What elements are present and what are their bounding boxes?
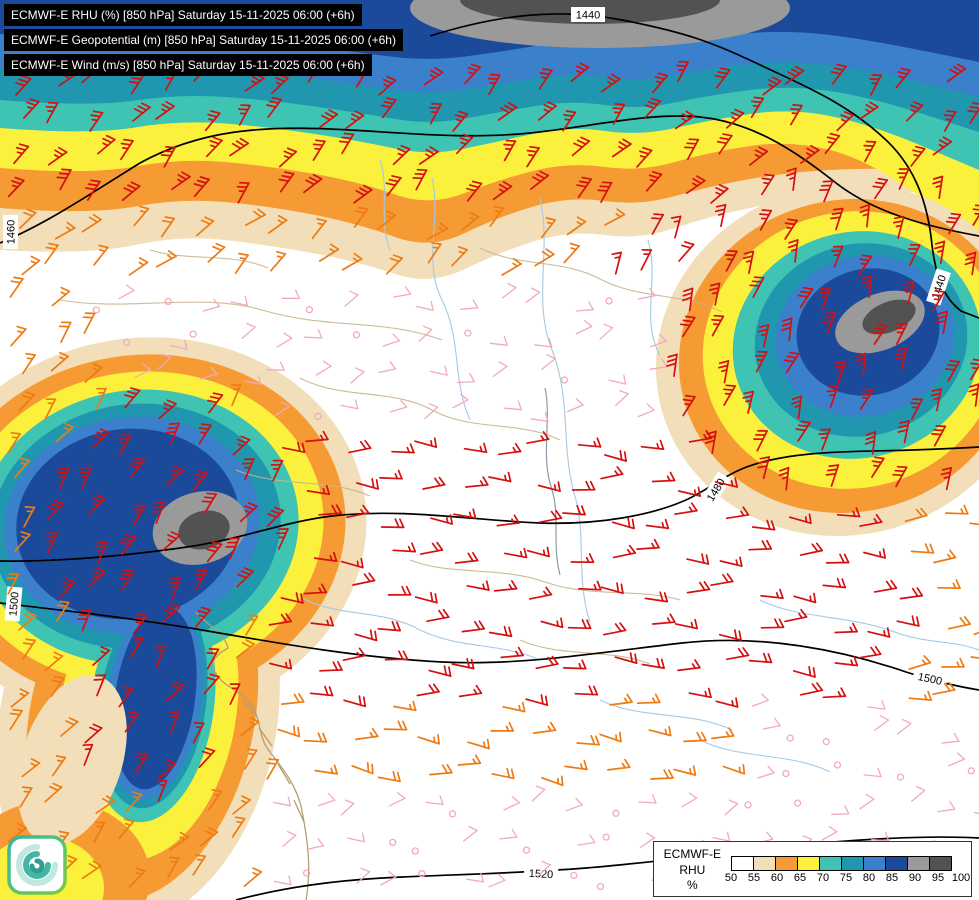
legend-color-box xyxy=(797,856,820,872)
legend-unit: % xyxy=(687,878,698,893)
title-wind: ECMWF-E Wind (m/s) [850 hPa] Saturday 15… xyxy=(4,54,372,76)
legend-color-box xyxy=(731,856,754,872)
legend-tick-label: 55 xyxy=(747,872,761,885)
title-geopotential: ECMWF-E Geopotential (m) [850 hPa] Satur… xyxy=(4,29,403,51)
geography-lines xyxy=(59,159,979,900)
svg-text:1440: 1440 xyxy=(576,10,600,22)
legend-color-box xyxy=(907,856,930,872)
legend-tick-label: 100 xyxy=(951,872,971,885)
contour-label: 1500 xyxy=(911,667,949,690)
legend-scale: 50 55 60 65 70 75 80 85 90 95 100 xyxy=(725,856,970,885)
legend-variable: RHU xyxy=(679,862,706,877)
legend-color-box xyxy=(929,856,952,872)
legend-tick-label: 70 xyxy=(816,872,830,885)
svg-text:1460: 1460 xyxy=(6,220,18,244)
contour-label: 1440 xyxy=(571,7,605,22)
legend-tick-label: 85 xyxy=(885,872,899,885)
legend-tick-label: 90 xyxy=(908,872,922,885)
wind-barbs xyxy=(6,60,979,891)
legend-color-box xyxy=(819,856,842,872)
svg-text:1500: 1500 xyxy=(7,591,21,616)
legend-model: ECMWF-E xyxy=(663,847,721,862)
legend-tick-label: 60 xyxy=(770,872,784,885)
contour-label: 1500 xyxy=(4,586,23,622)
legend-tick-label: 65 xyxy=(793,872,807,885)
legend-tick-label: 75 xyxy=(839,872,853,885)
legend-titles: ECMWF-E RHU % xyxy=(664,847,721,894)
legend-color-box xyxy=(885,856,908,872)
legend-color-box xyxy=(775,856,798,872)
legend-color-box xyxy=(841,856,864,872)
legend-color-box xyxy=(863,856,886,872)
svg-text:1520: 1520 xyxy=(528,868,553,881)
contour-label: 1460 xyxy=(3,215,18,249)
title-rhu: ECMWF-E RHU (%) [850 hPa] Saturday 15-11… xyxy=(4,4,362,26)
map-header: ECMWF-E RHU (%) [850 hPa] Saturday 15-11… xyxy=(4,4,403,76)
legend-color-scale xyxy=(731,856,961,872)
site-logo[interactable] xyxy=(7,835,67,895)
legend-tick-label: 50 xyxy=(724,872,738,885)
spiral-logo-icon xyxy=(7,835,67,895)
map-legend: ECMWF-E RHU % 50 55 60 65 70 75 80 85 90 95 100 xyxy=(652,841,972,897)
legend-scale-ticks: 50 55 60 65 70 75 80 85 90 95 100 xyxy=(725,871,970,885)
legend-tick-label: 80 xyxy=(862,872,876,885)
legend-color-box xyxy=(753,856,776,872)
legend-tick-label: 95 xyxy=(931,872,945,885)
svg-text:1500: 1500 xyxy=(917,671,943,688)
